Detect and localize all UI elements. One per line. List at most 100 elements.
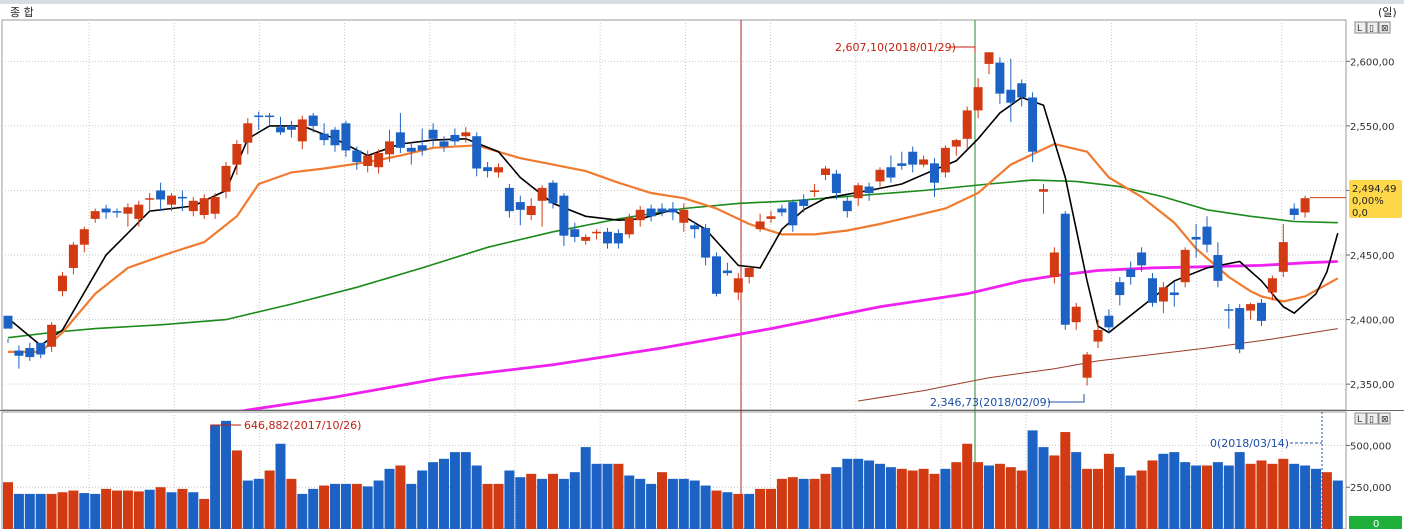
volume-bar [1049, 455, 1060, 529]
candle-body [494, 167, 503, 173]
volume-bar [177, 488, 188, 529]
volume-bar [90, 493, 101, 529]
candle-body [919, 159, 929, 165]
volume-bar [885, 467, 896, 529]
volume-bar [548, 473, 558, 529]
candle-body [940, 147, 950, 173]
volume-bar [362, 486, 373, 529]
candle-body [483, 167, 493, 172]
current-volume-badge [1349, 516, 1402, 529]
candle-body [1071, 306, 1081, 323]
candle-body [504, 187, 514, 212]
current-price-badge-line: 0,00% [1352, 196, 1384, 207]
volume-bar [526, 473, 537, 529]
volume-bar [1060, 432, 1071, 529]
volume-bar [133, 491, 144, 529]
volume-bar [428, 462, 439, 529]
volume-panel-button[interactable] [1366, 412, 1379, 425]
ma-line-240 [858, 328, 1338, 402]
candle-body [1235, 307, 1245, 350]
candle-body [319, 133, 329, 141]
candle-body [14, 350, 24, 356]
candle-body [733, 278, 743, 293]
volume-bar [155, 487, 166, 529]
candle-body [156, 190, 166, 200]
volume-bar [1191, 465, 1202, 529]
volume-bar [1332, 480, 1343, 529]
candle-body [1049, 252, 1059, 277]
price-panel-button-label: ⊠ [1381, 24, 1389, 34]
volume-bar [406, 483, 417, 529]
price-panel-button[interactable] [1366, 21, 1379, 34]
high-annotation: 2,607,10(2018/01/29) [835, 41, 956, 54]
volume-bar [787, 477, 798, 529]
volume-bar [210, 425, 221, 529]
volume-bar [242, 480, 253, 529]
volume-bar [1005, 467, 1016, 529]
candle-body [864, 186, 874, 194]
high-arrow [950, 46, 976, 53]
volume-bar [667, 478, 678, 529]
candle-body [657, 208, 667, 213]
candle-body [177, 196, 187, 199]
candle-body [1169, 292, 1179, 296]
volume-bar [896, 468, 907, 529]
price-panel-button[interactable] [1354, 21, 1367, 34]
volume-bar [700, 485, 711, 529]
candle-body [472, 136, 482, 169]
volume-bar [1125, 475, 1136, 529]
volume-bar [253, 478, 264, 529]
volume-bar [1278, 458, 1289, 529]
candle-body [374, 153, 384, 168]
chart-title: 종 합 [10, 6, 34, 19]
volume-bar [1016, 470, 1027, 529]
candle-body [145, 198, 155, 200]
volume-panel-button[interactable] [1354, 412, 1367, 425]
candle-body [1213, 255, 1223, 281]
candle-body [265, 115, 275, 118]
candle-body [330, 129, 340, 146]
candle-body [690, 225, 700, 230]
candle-body [58, 275, 67, 292]
volume-bar [962, 443, 973, 529]
candle-body [199, 198, 209, 215]
candle-body [428, 129, 438, 139]
volume-bar [264, 470, 275, 529]
volume-bar [24, 493, 35, 529]
volume-panel-button[interactable] [1378, 412, 1391, 425]
volume-bar [1158, 453, 1169, 529]
candle-body [385, 141, 394, 155]
candle-body [962, 110, 972, 139]
candle-body [1006, 89, 1016, 103]
current-price-badge-line: 0,0 [1352, 208, 1368, 219]
ma-line-5 [7, 96, 1339, 347]
current-price-badge-line: 2,494,49 [1352, 184, 1397, 195]
volume-bar [79, 493, 90, 529]
candle-body [112, 211, 122, 213]
volume-bar [918, 468, 929, 529]
price-panel-button[interactable] [1378, 21, 1391, 34]
candle-body [221, 165, 231, 192]
ma-line-60 [7, 179, 1338, 339]
volume-bar [57, 492, 68, 529]
volume-bar [35, 493, 46, 529]
volume-bar [1267, 463, 1278, 529]
volume-bar [853, 458, 864, 529]
volume-bar [122, 490, 133, 529]
volume-max-annotation: 646,882(2017/10/26) [244, 419, 361, 432]
candle-body [123, 207, 133, 214]
volume-bar [558, 478, 569, 529]
low-arrow [1048, 394, 1085, 403]
volume-max-arrow [210, 424, 241, 430]
volume-bar [286, 478, 297, 529]
volume-bar [776, 478, 787, 529]
candle-body [603, 231, 612, 244]
candle-body [515, 202, 525, 210]
candle-body [679, 209, 689, 223]
candle-body [1017, 83, 1027, 98]
volume-bar [1212, 462, 1223, 529]
volume-bar [460, 452, 471, 529]
volume-bar [613, 463, 624, 529]
volume-bar [340, 483, 351, 529]
volume-bar [1245, 463, 1256, 529]
